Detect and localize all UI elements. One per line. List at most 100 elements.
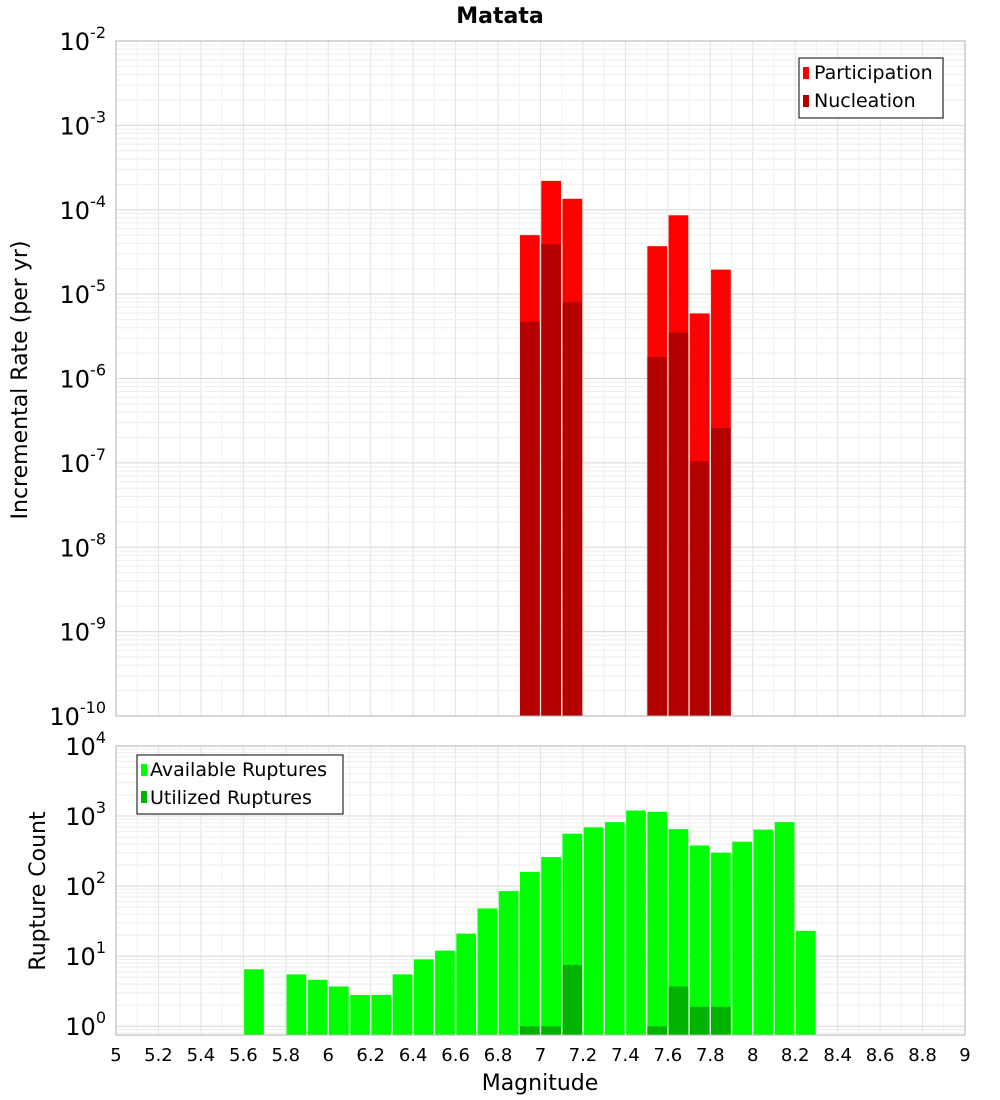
bottom-available-ruptures-bar [350,994,370,1035]
bottom-y-tick-label: 103 [65,798,106,831]
x-tick-label: 6.2 [356,1045,385,1066]
bottom-available-ruptures-bar [732,841,752,1035]
x-tick-label: 6.8 [484,1045,513,1066]
top-nucleation-bar [541,244,561,717]
top-y-tick-label: 10-5 [60,276,107,309]
top-nucleation-bar [520,321,540,716]
legend-label-participation: Participation [814,62,933,84]
top-y-tick-label: 10-8 [60,529,107,562]
bottom-plot-frame [115,745,966,1036]
bottom-available-ruptures-bar [477,908,498,1035]
bottom-available-ruptures-bar [774,822,795,1035]
bottom-available-ruptures-bar [583,827,604,1035]
legend-label-available: Available Ruptures [150,759,327,781]
top-nucleation-bar [668,332,689,716]
bottom-available-ruptures-bar [795,930,816,1035]
bottom-y-tick-label: 102 [65,868,106,901]
x-axis-label: Magnitude [482,1071,599,1096]
top-y-tick-label: 10-9 [60,614,107,647]
legend-label-nucleation: Nucleation [814,90,916,112]
bottom-available-ruptures-bar [604,822,625,1035]
legend-swatch-participation [803,67,809,79]
x-tick-label: 5.6 [229,1045,258,1066]
x-tick-label: 5 [110,1045,121,1066]
bottom-utilized-ruptures-bar [647,1026,668,1035]
bottom-legend-box [136,754,344,815]
top-plot-grid [115,41,966,717]
bottom-available-ruptures-bar [392,974,413,1035]
bottom-utilized-ruptures-bar [541,1026,561,1035]
bottom-available-ruptures-bar [626,810,646,1035]
x-tick-label: 6.4 [399,1045,428,1066]
bottom-available-ruptures-bar [647,811,668,1035]
x-tick-label: 8.6 [866,1045,895,1066]
bottom-available-ruptures-bar [498,891,519,1035]
top-plot-bars [520,180,731,717]
x-tick-label: 8 [747,1045,758,1066]
top-y-tick-label: 10-4 [60,192,107,225]
bottom-utilized-ruptures-bar [562,964,583,1035]
bottom-y-tick-label: 104 [65,728,106,761]
bottom-utilized-ruptures-bar [668,986,689,1035]
top-y-tick-label: 10-10 [49,698,106,731]
bottom-y-tick-label: 101 [65,938,106,971]
bottom-available-ruptures-bar [371,994,392,1035]
top-legend-box [798,57,944,119]
top-nucleation-bar [689,461,710,716]
top-legend: Participation Nucleation [798,57,944,119]
bottom-available-ruptures-bar [668,829,689,1035]
bottom-utilized-ruptures-bar [689,1006,710,1035]
top-nucleation-bar [562,302,583,716]
x-tick-label: 7.2 [569,1045,598,1066]
bottom-y-tick-labels: 100 101 102 103 104 [65,728,106,1041]
x-tick-label: 8.8 [908,1045,937,1066]
x-tick-label: 8.2 [781,1045,810,1066]
legend-swatch-nucleation [803,95,809,107]
bottom-available-ruptures-bar [307,979,328,1035]
top-nucleation-bar [711,427,731,716]
bottom-available-ruptures-bar [753,829,774,1035]
bottom-available-ruptures-bar [711,852,731,1035]
top-y-tick-label: 10-7 [60,445,107,478]
x-tick-label: 6.6 [441,1045,470,1066]
legend-swatch-utilized [141,791,147,803]
bottom-available-ruptures-bar [286,974,307,1035]
bottom-y-tick-label: 100 [65,1008,106,1041]
bottom-utilized-ruptures-bar [711,1006,731,1035]
bottom-available-ruptures-bar [456,933,477,1035]
top-plot-frame [115,40,966,717]
x-tick-label: 5.8 [271,1045,300,1066]
x-tick-label: 8.4 [823,1045,852,1066]
x-tick-labels: 5 5.2 5.4 5.6 5.8 6 6.2 6.4 6.6 6.8 7 7.2 7.4 7.6 7.8 8… [110,1045,970,1066]
x-tick-label: 5.2 [144,1045,173,1066]
bottom-available-ruptures-bar [413,959,434,1035]
x-tick-label: 5.4 [187,1045,216,1066]
top-y-tick-labels: 10-10 10-9 10-8 10-7 10-6 10-5 10-4 10-3 10-2 [49,23,106,731]
x-tick-label: 7 [535,1045,546,1066]
legend-label-utilized: Utilized Ruptures [150,787,312,809]
top-y-tick-label: 10-3 [60,107,107,140]
bottom-plot-bars [244,810,816,1035]
x-tick-label: 9 [959,1045,970,1066]
top-y-tick-label: 10-2 [60,23,107,56]
x-tick-label: 7.6 [654,1045,683,1066]
x-tick-label: 6 [323,1045,334,1066]
bottom-available-ruptures-bar [435,950,455,1035]
bottom-available-ruptures-bar [329,986,349,1035]
x-tick-label: 7.8 [696,1045,725,1066]
top-y-axis-label: Incremental Rate (per yr) [8,241,33,520]
chart-title: Matata [456,4,543,29]
bottom-available-ruptures-bar [541,857,561,1035]
bottom-utilized-ruptures-bar [520,1026,540,1035]
x-tick-label: 7.4 [611,1045,640,1066]
bottom-available-ruptures-bar [520,871,540,1035]
top-nucleation-bar [647,356,668,716]
legend-swatch-available [141,764,147,776]
bottom-y-axis-label: Rupture Count [26,811,51,971]
bottom-available-ruptures-bar [689,845,710,1035]
bottom-legend: Available Ruptures Utilized Ruptures [136,754,344,815]
bottom-available-ruptures-bar [244,969,264,1035]
top-y-tick-label: 10-6 [60,361,107,394]
